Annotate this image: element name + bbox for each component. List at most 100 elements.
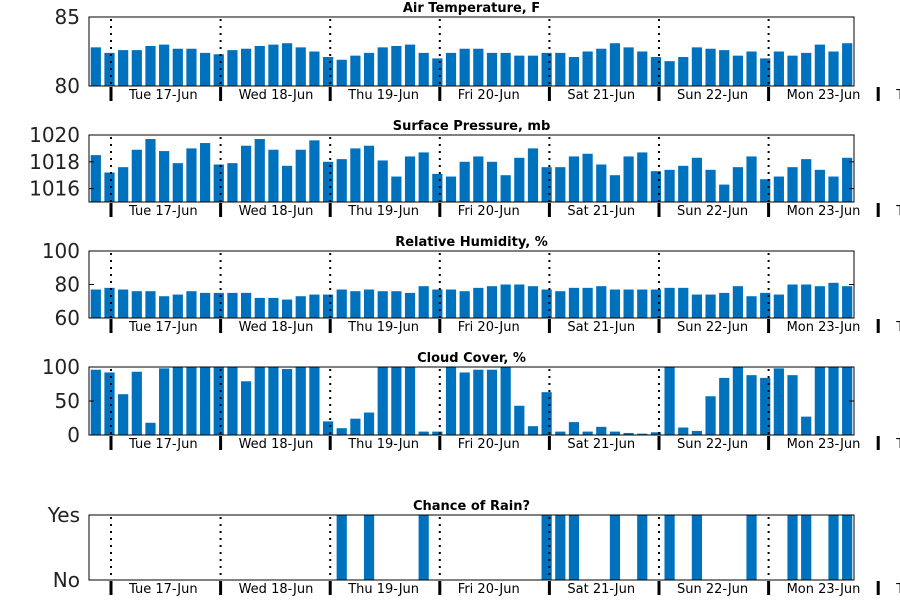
chart-bar — [828, 51, 839, 86]
chart-bar — [705, 294, 716, 318]
chart-bar — [227, 367, 238, 435]
chart-bar — [336, 515, 347, 580]
chart-bar — [254, 139, 265, 202]
chart-bar — [746, 51, 757, 86]
chart-bar — [459, 291, 470, 318]
chart-bar — [350, 148, 361, 202]
chart-bar — [90, 155, 101, 202]
x-tick-label: Tue 24-Jun — [895, 582, 900, 597]
chart-bar — [350, 55, 361, 86]
chart-bar — [363, 412, 375, 435]
chart-bar — [363, 145, 375, 202]
chart-bar — [281, 299, 293, 318]
y-tick-label: 0 — [67, 423, 80, 447]
chart-bar — [732, 167, 743, 202]
chart-bar — [541, 289, 552, 318]
chart-bar — [596, 48, 607, 86]
chart-bar — [200, 52, 211, 86]
chart-bar — [322, 421, 334, 435]
chart-bar — [473, 156, 484, 202]
chart-bar — [596, 286, 607, 318]
chart-bar — [664, 61, 675, 86]
x-tick-label: Mon 23-Jun — [787, 437, 861, 452]
chart-bar — [391, 176, 402, 202]
y-tick-label: 50 — [55, 389, 80, 413]
y-tick-label: 100 — [42, 355, 80, 379]
x-tick-label: Sun 22-Jun — [677, 582, 748, 597]
chart-bar — [281, 43, 293, 86]
x-tick-label: Tue 24-Jun — [895, 320, 900, 335]
chart-bar — [500, 284, 511, 318]
chart-bar — [787, 515, 798, 580]
chart-bar — [391, 291, 402, 318]
chart-bar — [801, 515, 812, 580]
chart-bar — [336, 159, 347, 202]
chart-bar — [200, 367, 211, 435]
chart-bar — [842, 43, 853, 86]
chart-bar — [719, 292, 730, 319]
chart-bar — [186, 48, 197, 86]
chart-bar — [582, 51, 593, 86]
chart-bar — [432, 173, 443, 202]
chart-bar — [268, 44, 279, 86]
chart-bar — [309, 367, 320, 435]
chart-bar — [363, 515, 375, 580]
chart-bar — [404, 156, 416, 202]
x-tick-label: Fri 20-Jun — [458, 437, 520, 452]
chart-bar — [268, 297, 279, 318]
chart-bar — [445, 289, 457, 318]
chart-bar — [391, 45, 402, 86]
chart-bar — [719, 377, 730, 435]
chart-bar — [787, 55, 798, 86]
chart-bar — [801, 416, 812, 435]
x-tick-label: Tue 24-Jun — [895, 204, 900, 219]
chart-bar — [664, 515, 675, 580]
x-tick-label: Sun 22-Jun — [677, 204, 748, 219]
chart-bar — [555, 515, 566, 580]
chart-bar — [609, 289, 621, 318]
x-tick-label: Sun 22-Jun — [677, 320, 748, 335]
chart-bar — [555, 431, 566, 435]
chart-bar — [404, 367, 416, 435]
x-tick-label: Tue 17-Jun — [128, 320, 198, 335]
y-tick-label: 85 — [55, 5, 80, 29]
chart-bar — [664, 287, 675, 318]
chart-bar — [295, 367, 306, 435]
chart-bar — [104, 52, 115, 86]
chart-bar — [159, 44, 170, 86]
chart-bar — [404, 292, 416, 319]
chart-bar — [719, 184, 730, 202]
x-tick-label: Fri 20-Jun — [458, 320, 520, 335]
chart-bar — [664, 367, 675, 435]
chart-bar — [828, 515, 839, 580]
chart-bar — [473, 287, 484, 318]
chart-bar — [159, 368, 170, 435]
x-tick-label: Thu 19-Jun — [347, 204, 419, 219]
chart-bar — [118, 167, 129, 202]
chart-bar — [473, 369, 484, 435]
chart-bar — [691, 157, 702, 202]
chart-bar — [555, 167, 566, 202]
y-tick-label: No — [53, 568, 80, 592]
chart-bar — [131, 50, 142, 86]
chart-bar — [691, 430, 702, 435]
chart-bar — [322, 294, 334, 318]
chart-bar — [500, 175, 511, 202]
chart-bar — [773, 51, 784, 86]
plot-frame — [88, 16, 855, 87]
chart-bar — [90, 289, 101, 318]
x-tick-label: Thu 19-Jun — [347, 437, 419, 452]
x-tick-label: Wed 18-Jun — [239, 582, 314, 597]
chart-bar — [705, 48, 716, 86]
chart-bar — [527, 286, 539, 318]
chart-bar — [828, 367, 839, 435]
chart-bar — [746, 515, 757, 580]
chart-bar — [186, 148, 197, 202]
chart-bar — [336, 59, 347, 86]
chart-bar — [377, 47, 388, 86]
chart-bar — [732, 286, 743, 318]
y-tick-label: 1020 — [29, 123, 80, 147]
chart-bar — [582, 153, 593, 202]
x-tick-label: Mon 23-Jun — [787, 320, 861, 335]
x-tick-label: Sat 21-Jun — [567, 320, 635, 335]
